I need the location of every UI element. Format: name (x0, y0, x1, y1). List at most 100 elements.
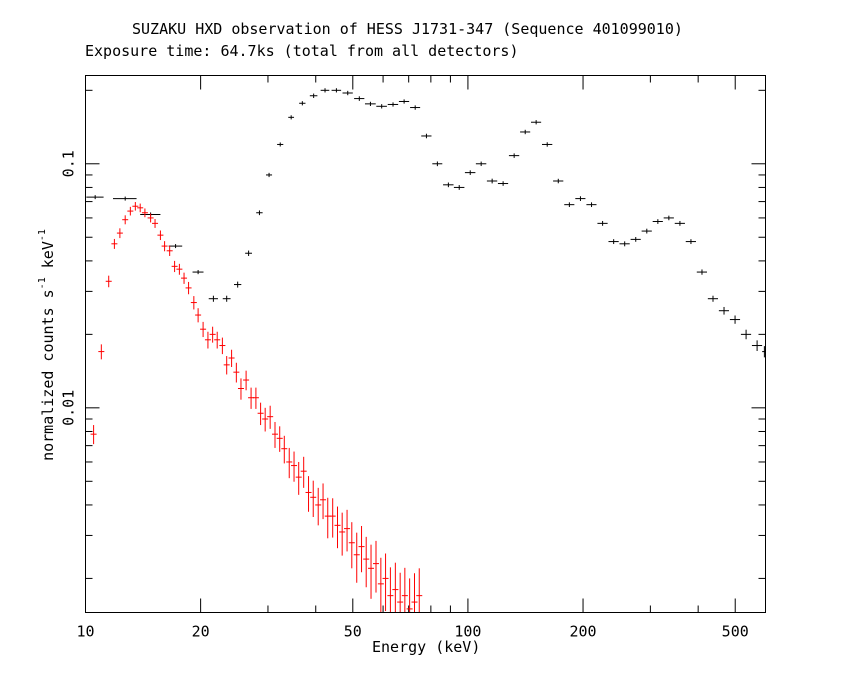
data-point (161, 241, 168, 252)
data-point (641, 228, 652, 234)
data-point (276, 426, 283, 452)
data-point (421, 133, 432, 139)
data-point (541, 142, 553, 147)
data-point (256, 210, 263, 216)
data-point (157, 230, 164, 241)
data-point (464, 170, 476, 175)
data-point (324, 497, 331, 539)
data-point (416, 568, 423, 613)
data-point (245, 250, 252, 256)
data-point (233, 281, 242, 288)
data-point (272, 421, 279, 448)
x-tick-label: 50 (344, 623, 362, 641)
chart-title: SUZAKU HXD observation of HESS J1731-347… (132, 20, 683, 38)
x-axis-label: Energy (keV) (372, 638, 481, 656)
data-point (262, 407, 269, 432)
data-point (248, 387, 255, 409)
data-point (392, 562, 399, 613)
data-point (432, 161, 443, 167)
data-point (486, 178, 498, 184)
data-point (368, 544, 375, 599)
data-point (387, 567, 394, 613)
x-tick-label: 20 (192, 623, 210, 641)
data-point (674, 220, 685, 226)
data-point (630, 237, 641, 242)
y-tick-label: 0.1 (60, 150, 78, 177)
data-point (342, 90, 353, 96)
data-point (171, 260, 178, 273)
data-point (553, 178, 564, 184)
x-tick-label: 500 (722, 623, 749, 641)
data-point (168, 244, 183, 249)
data-point (718, 306, 730, 315)
data-point (209, 326, 216, 343)
axis-ticks: 10 20 50 100 200 500 0.01 0.1 (60, 75, 766, 641)
data-point (520, 129, 531, 135)
data-point (397, 572, 404, 613)
data-point (112, 196, 137, 201)
data-point (176, 263, 183, 275)
data-point (453, 185, 465, 190)
data-point (200, 321, 207, 338)
data-point (508, 153, 520, 158)
series-1 (90, 202, 423, 613)
series-layer (86, 88, 766, 613)
data-point (141, 208, 148, 218)
data-point (192, 270, 204, 275)
data-point (401, 567, 408, 613)
data-point (222, 295, 231, 302)
data-point (652, 219, 663, 224)
data-point (363, 536, 370, 588)
data-point (619, 241, 630, 247)
data-point (597, 220, 608, 226)
data-point (575, 196, 586, 201)
data-point (291, 451, 298, 482)
data-point (348, 522, 355, 569)
data-point (353, 532, 360, 583)
data-point (398, 99, 410, 104)
data-point (411, 573, 418, 613)
data-point (443, 182, 454, 188)
data-point (382, 553, 389, 612)
data-point (86, 195, 104, 200)
data-point (331, 88, 342, 93)
data-point (166, 245, 173, 256)
data-point (685, 239, 696, 245)
data-point (663, 215, 674, 221)
data-point (214, 331, 221, 349)
data-point (344, 509, 351, 552)
data-point (233, 362, 240, 383)
data-point (127, 206, 134, 216)
data-point (729, 315, 741, 324)
data-point (406, 578, 413, 613)
data-point (195, 308, 202, 323)
data-point (266, 172, 273, 178)
data-point (310, 480, 317, 518)
data-point (257, 402, 264, 426)
data-point (208, 295, 218, 302)
series-0 (86, 88, 766, 358)
x-tick-label: 10 (76, 623, 94, 641)
data-point (373, 540, 380, 593)
data-point (740, 329, 752, 340)
data-point (147, 213, 154, 223)
data-point (228, 349, 235, 367)
data-point (252, 387, 259, 409)
data-point (132, 202, 139, 211)
data-point (281, 435, 288, 464)
data-point (295, 461, 302, 495)
data-point (116, 228, 123, 239)
data-point (288, 115, 295, 120)
data-point (223, 356, 230, 375)
data-point (309, 93, 318, 99)
data-point (219, 337, 226, 355)
data-point (277, 142, 284, 147)
data-point (237, 378, 244, 400)
data-point (190, 296, 197, 310)
data-point (707, 295, 719, 302)
data-point (410, 105, 421, 110)
data-point (751, 340, 763, 351)
data-point (387, 102, 399, 107)
data-point (696, 269, 708, 275)
